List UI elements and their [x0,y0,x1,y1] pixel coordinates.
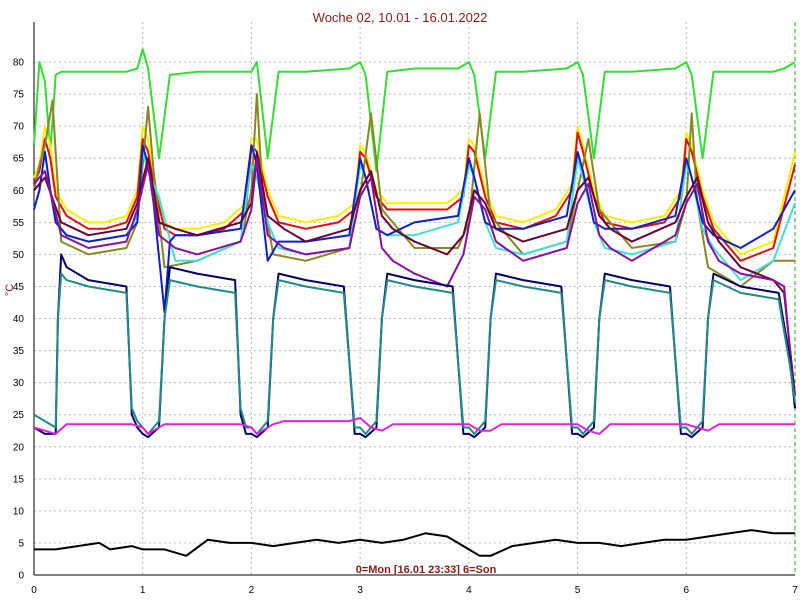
series-line [33,416,795,435]
y-tick-label: 45 [13,282,25,293]
y-tick-label: 65 [13,154,25,165]
chart-title: Woche 02, 10.01 - 16.01.2022 [313,10,488,25]
y-tick-label: 25 [13,410,25,421]
x-tick-label: 0 [31,585,37,596]
y-tick-label: 20 [13,442,25,453]
grid [33,22,796,576]
series-line [33,48,796,173]
y-tick-label: 70 [13,122,25,133]
series-line [33,144,796,314]
x-tick-label: 1 [140,585,146,596]
series-line [33,93,795,288]
series-group [33,48,796,557]
y-tick-label: 5 [18,538,24,549]
series-line [33,157,796,409]
chart-footer: 0=Mon [16.01 23:33] 6=Son [356,564,497,576]
y-tick-label: 55 [13,218,25,229]
y-tick-label: 35 [13,346,25,357]
x-tick-label: 7 [792,585,798,596]
y-tick-label: 60 [13,186,25,197]
y-tick-label: 30 [13,378,25,389]
series-line [33,150,796,396]
x-tick-label: 6 [684,585,690,596]
x-tick-label: 4 [466,585,472,596]
x-tick-label: 5 [575,585,581,596]
series-line [34,529,795,557]
y-tick-label: 80 [13,58,25,69]
y-tick-label: 15 [13,474,25,485]
y-tick-label: 75 [13,90,25,101]
y-tick-label: 10 [13,506,25,517]
x-tick-label: 3 [357,585,363,596]
y-tick-label: 40 [13,314,25,325]
y-axis-label: °C [4,284,16,296]
x-tick-label: 2 [249,585,255,596]
y-tick-label: 50 [13,250,25,261]
y-tick-label: 0 [18,571,24,582]
